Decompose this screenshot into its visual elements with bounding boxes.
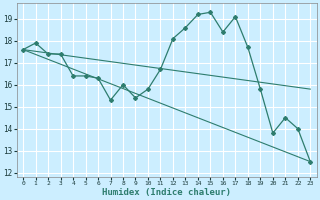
X-axis label: Humidex (Indice chaleur): Humidex (Indice chaleur) (102, 188, 231, 197)
